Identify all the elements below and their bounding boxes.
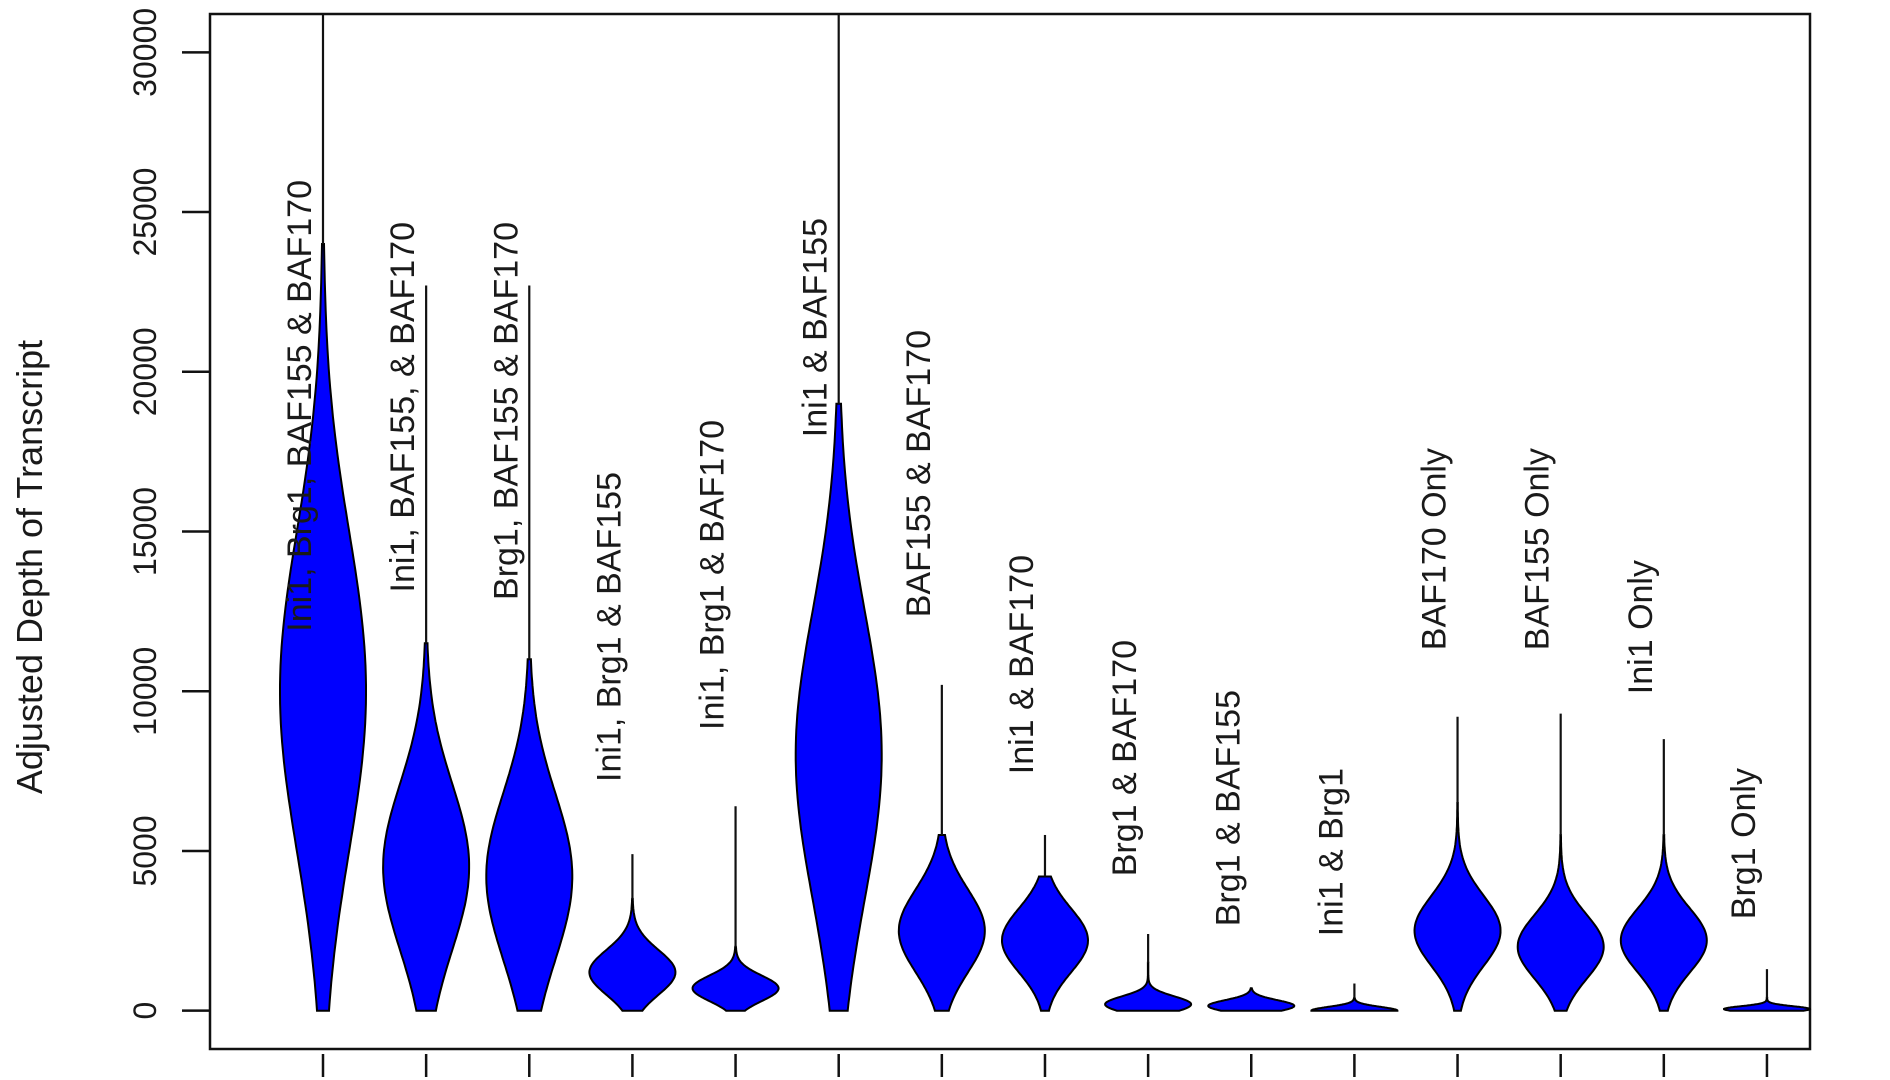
category-label: Ini1, Brg1 & BAF170 [694, 420, 732, 730]
y-axis: 0 5000 10000 15000 20000 25000 30000 [127, 8, 210, 1020]
y-tick-label: 5000 [127, 815, 163, 886]
violin-body [485, 658, 574, 1012]
violin-body [1104, 961, 1193, 1012]
category-label: Brg1, BAF155 & BAF170 [487, 222, 525, 600]
violin-body [897, 834, 986, 1012]
y-tick-label: 15000 [127, 487, 163, 576]
category-label: Ini1 & BAF155 [797, 218, 835, 437]
category-label: Ini1, BAF155, & BAF170 [384, 222, 422, 592]
y-tick-label: 0 [127, 1002, 163, 1020]
violin-body [1619, 834, 1708, 1012]
y-axis-title: Adjusted Depth of Transcript [9, 340, 50, 794]
category-label: Ini1, Brg1 & BAF155 [590, 472, 628, 782]
category-label: Brg1 Only [1725, 768, 1763, 919]
category-label: Ini1 & Brg1 [1312, 768, 1350, 936]
category-label: BAF155 & BAF170 [900, 330, 938, 617]
category-label: Brg1 & BAF155 [1209, 690, 1247, 926]
category-label: Ini1, Brg1, BAF155 & BAF170 [281, 180, 319, 632]
violin-body [794, 402, 883, 1012]
violin-body [588, 897, 677, 1012]
violin-body [1310, 996, 1399, 1012]
y-tick-label: 30000 [127, 8, 163, 97]
x-axis [321, 1054, 1769, 1077]
violin-body [382, 642, 471, 1012]
category-labels: Ini1, Brg1, BAF155 & BAF170 Ini1, BAF155,… [281, 180, 1763, 936]
violin-body [1001, 875, 1090, 1012]
category-label: BAF170 Only [1416, 448, 1454, 650]
y-tick-label: 10000 [127, 647, 163, 736]
violin-body [1516, 834, 1605, 1012]
violin-body [1723, 996, 1812, 1012]
category-label: Ini1 Only [1622, 560, 1660, 694]
violins [279, 14, 1812, 1012]
violin-body [1207, 987, 1296, 1012]
violin-body [691, 945, 780, 1012]
y-tick-label: 20000 [127, 327, 163, 416]
category-label: Brg1 & BAF170 [1106, 640, 1144, 876]
y-tick-label: 25000 [127, 168, 163, 257]
category-label: BAF155 Only [1519, 448, 1557, 650]
category-label: Ini1 & BAF170 [1003, 555, 1041, 774]
violin-body [1413, 802, 1502, 1012]
